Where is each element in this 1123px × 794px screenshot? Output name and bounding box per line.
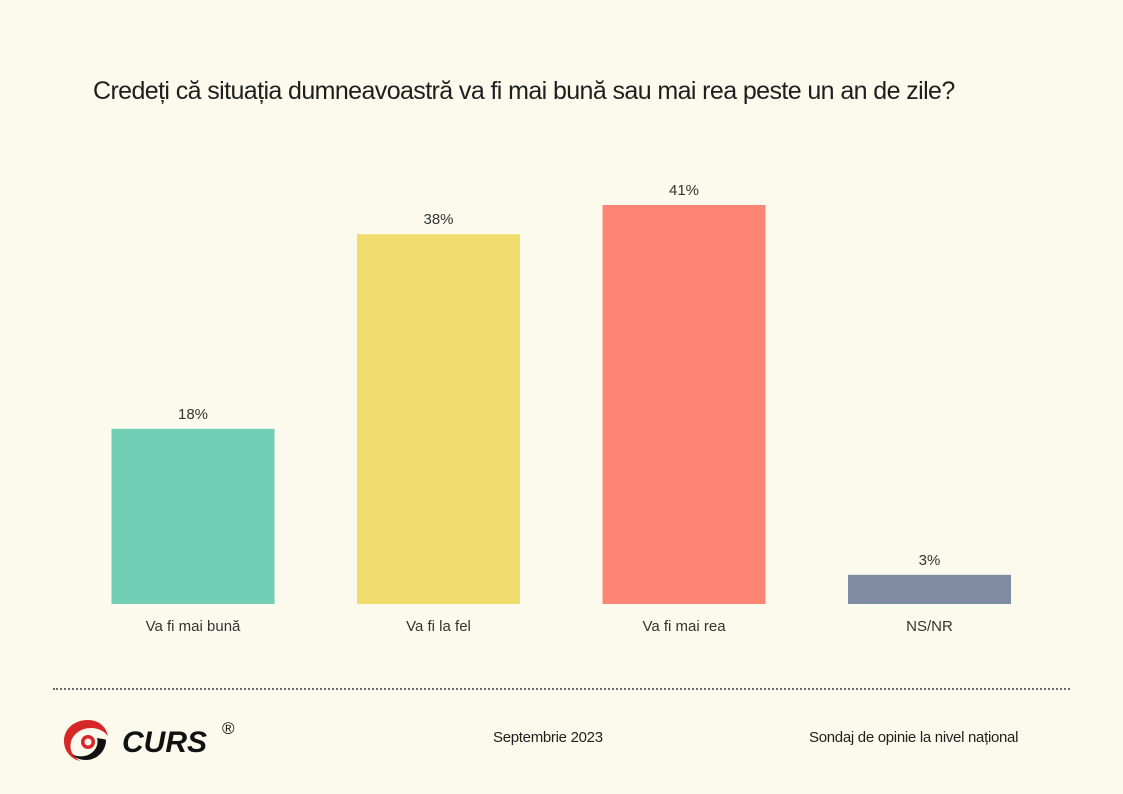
category-label-1: Va fi la fel bbox=[406, 618, 471, 635]
bar-chart: 18% Va fi mai bună 38% Va fi la fel 41% Va fi… bbox=[111, 182, 1011, 635]
curs-swirl-icon bbox=[64, 720, 108, 761]
value-label-1: 38% bbox=[423, 211, 453, 228]
logo-text: CURS bbox=[122, 726, 207, 759]
chart-title: Credeți că situația dumneavoastră va fi … bbox=[93, 77, 955, 105]
category-label-0: Va fi mai bună bbox=[146, 618, 241, 635]
survey-date: Septembrie 2023 bbox=[493, 729, 603, 746]
bar-1 bbox=[357, 234, 520, 604]
value-label-3: 3% bbox=[919, 552, 941, 569]
category-label-2: Va fi mai rea bbox=[642, 618, 726, 635]
value-label-2: 41% bbox=[669, 182, 699, 199]
footer-divider bbox=[53, 688, 1070, 690]
registered-mark: ® bbox=[222, 719, 235, 738]
curs-logo: CURS ® bbox=[64, 719, 235, 761]
bar-0 bbox=[111, 428, 275, 604]
survey-source: Sondaj de opinie la nivel național bbox=[809, 729, 1019, 746]
bar-2 bbox=[602, 205, 766, 604]
value-label-0: 18% bbox=[178, 406, 208, 423]
bar-3 bbox=[848, 574, 1011, 604]
category-label-3: NS/NR bbox=[906, 618, 953, 635]
